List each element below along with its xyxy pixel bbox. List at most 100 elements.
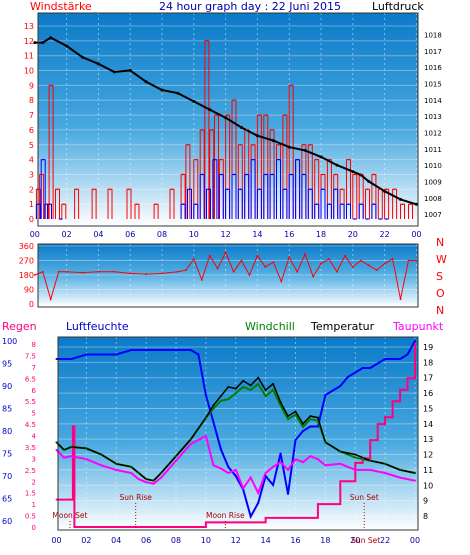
direction-point [145,273,148,276]
humidity-point [70,358,73,360]
wind-speed-point [354,218,356,220]
temperature-point [316,416,319,419]
panel3-hour-tick-label: 00 [410,536,420,545]
rain-point [204,521,207,524]
humidity-tick-label: 95 [2,360,12,369]
direction-point [200,278,203,281]
wind-gust-point [341,188,343,191]
pressure-tick-label: 1011 [424,146,442,154]
compass-label: N [436,304,444,317]
panel3-hour-tick-label: 02 [81,536,91,545]
wind-gust-point [239,143,242,146]
humidity-tick-label: 90 [2,382,12,391]
hour-tick-label: 14 [252,230,262,239]
wind-gust-point [284,114,286,116]
temperature-point [294,410,297,413]
rain-point [264,516,267,519]
humidity-point [331,389,334,392]
direction-point [336,270,338,273]
panel1-x-ticks: 00 02 04 06 08 10 12 14 16 18 20 22 00 [30,230,422,239]
dewpoint-point [249,476,252,479]
astro-annotations: Moon Set Sun Rise Moon Rise Sun Set Sun Set [52,493,380,545]
wind-speed-point [385,218,388,220]
direction-tick-label: 90 [24,286,34,295]
humidity-point [55,358,58,360]
panel2-grid [34,244,417,307]
wind-gust-point [233,99,235,102]
direction-point [383,262,386,265]
dewpoint-point [264,471,267,474]
wind-speed-point [182,203,184,205]
rain-tick-label: 5 [32,410,36,418]
temperature-point [301,422,304,425]
wind-speed-point [220,173,223,176]
windchill-point [339,450,342,453]
humidity-point [287,493,290,495]
astro-annotation-label: Moon Set [52,511,87,520]
compass-label: W [436,253,447,266]
pressure-point [33,41,37,45]
direction-point [49,298,52,301]
pressure-point [240,126,244,130]
pressure-point [112,70,116,74]
wind-gust-point [210,129,213,131]
humidity-point [189,349,192,351]
humidity-point [361,367,364,369]
direction-point [240,259,243,262]
temperature-tick-label: 15 [423,404,433,413]
windchill-point [130,466,132,468]
humidity-point [369,367,372,369]
temperature-point [309,415,312,418]
dewpoint-point [272,465,275,468]
wind-axis-label: Windstärke [30,0,92,13]
panel1-right-ticks: 1007 1008 1009 1010 1011 1012 1013 1014 1015 1016… [424,31,442,219]
windchill-point [264,395,267,397]
wind-gust-point [277,143,280,146]
direction-point [177,270,179,273]
wind-gust-point [56,188,59,191]
temperature-tick-label: 16 [423,389,433,398]
temperature-point [212,404,215,407]
pressure-axis-label: Luftdruck [372,0,424,13]
pressure-point [271,139,275,143]
panel3-hour-tick-label: 12 [231,536,241,545]
direction-point [407,259,410,262]
rain-tick-label: 1 [32,501,36,509]
humidity-point [145,349,148,351]
windchill-point [85,447,88,450]
windchill-point [369,459,371,462]
wind-gust-point [220,158,223,161]
humidity-point [197,353,200,356]
wind-tick-label: 3 [29,170,34,179]
pressure-point [81,55,85,59]
rain-point [317,503,319,506]
pressure-tick-label: 1010 [424,162,442,170]
windchill-point [220,399,222,402]
pressure-tick-label: 1015 [424,80,442,88]
wind-gust-point [322,173,324,176]
pressure-point [208,108,212,112]
rain-tick-label: 7 [32,364,36,372]
wind-gust-point [309,143,312,146]
temperature-point [279,401,282,404]
dewpoint-point [301,461,304,464]
humidity-point [227,466,230,468]
humidity-point [354,371,357,374]
humidity-point [130,349,133,351]
humidity-point [399,358,402,360]
pressure-point [49,36,53,40]
rain-tick-label: 0 [32,524,36,532]
pressure-point [65,44,69,48]
direction-point [113,270,116,273]
wind-speed-point [341,203,343,205]
rain-point [406,377,409,380]
chart-title: 24 hour graph day : 22 Juni 2015 [159,0,341,13]
panel3-hour-tick-label: 10 [201,536,211,545]
rain-point [260,521,263,524]
temperature-point [234,387,237,390]
pressure-tick-label: 1008 [424,195,442,203]
wind-gust-point [373,173,375,176]
wind-tick-label: 1 [29,200,34,209]
wind-gust-point [75,188,78,191]
wind-gust-point [385,188,388,191]
